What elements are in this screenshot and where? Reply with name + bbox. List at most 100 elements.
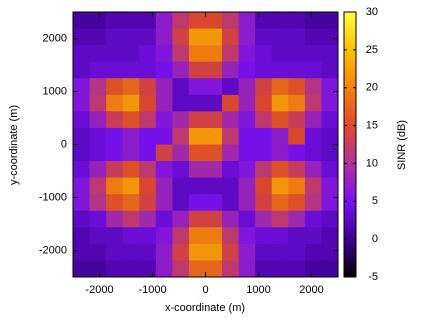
colorbar-tick-label: 0: [372, 233, 378, 245]
colorbar-frame: [343, 11, 357, 278]
colorbar-step: [344, 208, 356, 212]
colorbar-step: [344, 118, 356, 122]
colorbar-step: [344, 269, 356, 273]
colorbar-step: [344, 186, 356, 191]
colorbar-step: [344, 25, 356, 29]
y-tick-label: 2000: [43, 32, 67, 44]
colorbar-step: [344, 237, 356, 241]
colorbar-step: [344, 202, 356, 206]
colorbar-tick-label: 10: [366, 157, 378, 169]
colorbar-step: [344, 231, 356, 236]
colorbar-step: [344, 57, 356, 61]
colorbar-step: [344, 128, 356, 132]
colorbar-step: [344, 253, 356, 257]
colorbar-step: [344, 147, 356, 151]
colorbar-step: [344, 43, 356, 47]
x-tick-label: 1000: [246, 284, 270, 296]
colorbar-step: [344, 247, 356, 251]
colorbar-step: [344, 184, 356, 188]
colorbar-step: [344, 80, 356, 85]
colorbar-step: [344, 123, 356, 127]
colorbar-step: [344, 131, 356, 135]
x-tick-label: 0: [202, 284, 208, 296]
colorbar-step: [344, 205, 356, 209]
colorbar-step: [344, 176, 356, 180]
colorbar-step: [344, 136, 356, 140]
colorbar-step: [344, 99, 356, 103]
colorbar-step: [344, 218, 356, 222]
colorbar-step: [344, 200, 356, 204]
colorbar-step: [344, 239, 356, 244]
colorbar-step: [344, 234, 356, 238]
colorbar-step: [344, 86, 356, 90]
colorbar-step: [344, 65, 356, 69]
colorbar-step: [344, 41, 356, 45]
colorbar-step: [344, 139, 356, 143]
colorbar-step: [344, 216, 356, 220]
colorbar-step: [344, 165, 356, 169]
colorbar-step: [344, 221, 356, 225]
colorbar-tick-label: 25: [366, 44, 378, 56]
colorbar-step: [344, 163, 356, 167]
y-tick-label: 0: [61, 138, 67, 150]
colorbar-tick-label: 15: [366, 119, 378, 131]
colorbar-step: [344, 88, 356, 92]
colorbar: [344, 12, 356, 278]
colorbar-step: [344, 72, 356, 77]
y-tick-label: -1000: [39, 191, 67, 203]
texture: [73, 12, 338, 277]
y-axis-label: y-coordinate (m): [8, 105, 20, 185]
colorbar-step: [344, 104, 356, 108]
colorbar-step: [344, 258, 356, 262]
colorbar-step: [344, 19, 356, 24]
colorbar-step: [344, 224, 356, 228]
colorbar-step: [344, 168, 356, 172]
colorbar-step: [344, 229, 356, 233]
colorbar-step: [344, 22, 356, 26]
colorbar-step: [344, 157, 356, 161]
colorbar-step: [344, 171, 356, 175]
colorbar-step: [344, 91, 356, 95]
x-tick-label: -2000: [85, 284, 113, 296]
y-tick-label: -2000: [39, 244, 67, 256]
colorbar-step: [344, 261, 356, 265]
colorbar-step: [344, 35, 356, 39]
colorbar-step: [344, 266, 356, 270]
colorbar-step: [344, 38, 356, 42]
colorbar-step: [344, 173, 356, 177]
colorbar-tick-label: 5: [372, 195, 378, 207]
colorbar-step: [344, 226, 356, 230]
y-tick-label: 1000: [43, 85, 67, 97]
colorbar-step: [344, 255, 356, 259]
colorbar-step: [344, 51, 356, 55]
colorbar-step: [344, 189, 356, 193]
colorbar-step: [344, 245, 356, 249]
colorbar-step: [344, 75, 356, 79]
colorbar-step: [344, 178, 356, 183]
colorbar-step: [344, 125, 356, 130]
colorbar-step: [344, 160, 356, 164]
colorbar-step: [344, 181, 356, 185]
colorbar-step: [344, 115, 356, 119]
colorbar-step: [344, 110, 356, 114]
colorbar-step: [344, 192, 356, 196]
colorbar-step: [344, 120, 356, 124]
colorbar-step: [344, 242, 356, 246]
colorbar-step: [344, 33, 356, 37]
colorbar-step: [344, 62, 356, 66]
colorbar-step: [344, 78, 356, 82]
colorbar-step: [344, 94, 356, 98]
colorbar-step: [344, 49, 356, 53]
colorbar-step: [344, 133, 356, 138]
colorbar-step: [344, 67, 356, 71]
colorbar-step: [344, 271, 356, 275]
colorbar-step: [344, 46, 356, 50]
colorbar-step: [344, 197, 356, 201]
colorbar-step: [344, 17, 356, 21]
colorbar-step: [344, 54, 356, 58]
colorbar-step: [344, 213, 356, 217]
colorbar-step: [344, 70, 356, 74]
colorbar-step: [344, 83, 356, 87]
colorbar-step: [344, 107, 356, 111]
